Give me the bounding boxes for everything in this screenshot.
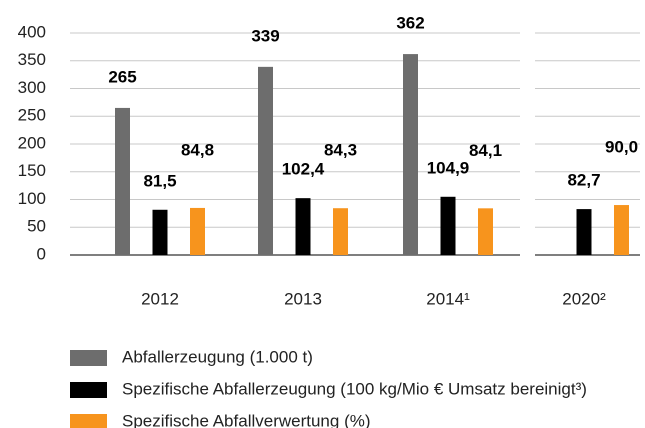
bar [478, 208, 493, 255]
y-tick-label: 350 [18, 50, 46, 69]
value-label: 81,5 [143, 171, 176, 190]
bar [576, 209, 592, 255]
y-tick-label: 400 [18, 22, 46, 41]
value-label: 104,9 [427, 158, 470, 177]
x-tick-label: 2020² [562, 289, 606, 308]
y-tick-label: 250 [18, 106, 46, 125]
bar [258, 66, 273, 255]
legend-label: Abfallerzeugung (1.000 t) [122, 347, 313, 366]
bar [152, 209, 168, 255]
value-label: 102,4 [282, 160, 325, 179]
legend-swatch [70, 414, 107, 428]
bar [614, 205, 629, 255]
y-tick-label: 100 [18, 189, 46, 208]
value-label: 90,0 [605, 138, 638, 157]
legend-label: Spezifische Abfallerzeugung (100 kg/Mio … [122, 379, 587, 398]
legend-label: Spezifische Abfallverwertung (%) [122, 411, 371, 428]
y-tick-label: 200 [18, 133, 46, 152]
bar [440, 196, 456, 255]
bar [333, 208, 348, 255]
bar [403, 54, 418, 256]
y-tick-label: 150 [18, 161, 46, 180]
value-label: 265 [108, 67, 136, 86]
legend-swatch [70, 350, 107, 366]
x-tick-label: 2012 [141, 289, 179, 308]
x-tick-label: 2014¹ [426, 289, 470, 308]
y-tick-label: 0 [37, 244, 46, 263]
y-tick-label: 50 [27, 217, 46, 236]
legend-swatch [70, 382, 107, 398]
bar [295, 198, 311, 255]
value-label: 84,8 [181, 140, 214, 159]
x-tick-label: 2013 [284, 289, 322, 308]
bar [190, 207, 205, 255]
y-tick-label: 300 [18, 78, 46, 97]
value-label: 82,7 [567, 171, 600, 190]
value-label: 339 [251, 26, 279, 45]
value-label: 84,3 [324, 141, 357, 160]
value-label: 362 [396, 14, 424, 33]
value-label: 84,1 [469, 141, 502, 160]
bar [115, 107, 130, 255]
